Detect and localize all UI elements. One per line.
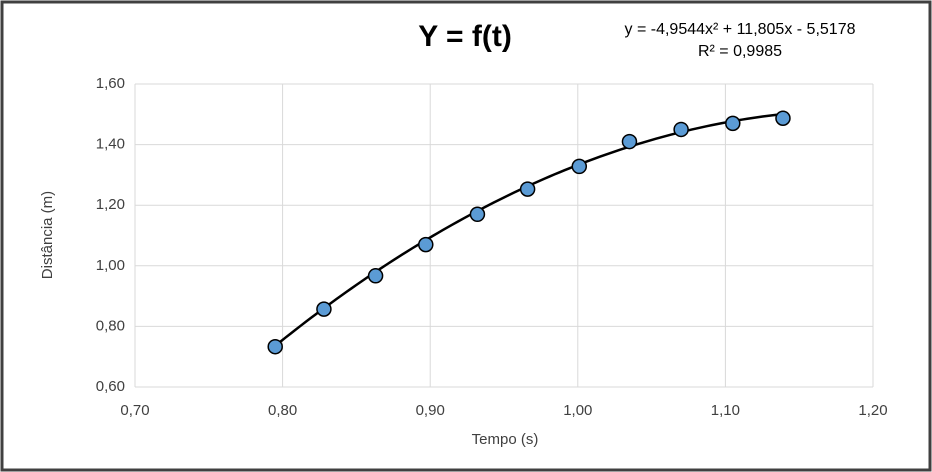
data-point — [267, 338, 283, 355]
y-tick-label: 1,00 — [96, 257, 125, 274]
data-point — [469, 206, 486, 223]
data-point — [571, 158, 588, 175]
y-axis-label: Distância (m) — [39, 191, 56, 279]
y-tick-label: 0,80 — [96, 317, 125, 334]
data-point — [621, 133, 638, 150]
x-tick-label: 0,90 — [416, 402, 445, 419]
data-point — [316, 301, 332, 317]
data-point — [367, 268, 384, 284]
data-point — [775, 110, 791, 126]
y-tick-label: 0,60 — [96, 378, 125, 395]
x-tick-label: 0,70 — [120, 402, 149, 419]
x-tick-label: 1,00 — [563, 402, 592, 419]
chart-title: Y = f(t) — [418, 20, 512, 53]
r-squared: R² = 0,9985 — [698, 43, 782, 60]
x-tick-label: 0,80 — [268, 402, 297, 419]
x-axis-label: Tempo (s) — [472, 431, 539, 448]
data-point — [519, 181, 536, 197]
y-tick-label: 1,40 — [96, 136, 125, 153]
x-tick-label: 1,10 — [711, 402, 740, 419]
x-tick-label: 1,20 — [858, 402, 887, 419]
y-tick-label: 1,20 — [96, 196, 125, 213]
data-point — [673, 121, 689, 138]
y-tick-label: 1,60 — [96, 75, 125, 92]
data-point — [725, 115, 741, 132]
data-point — [418, 236, 434, 253]
trendline-equation: y = -4,9544x² + 11,805x - 5,5178 — [625, 21, 856, 38]
